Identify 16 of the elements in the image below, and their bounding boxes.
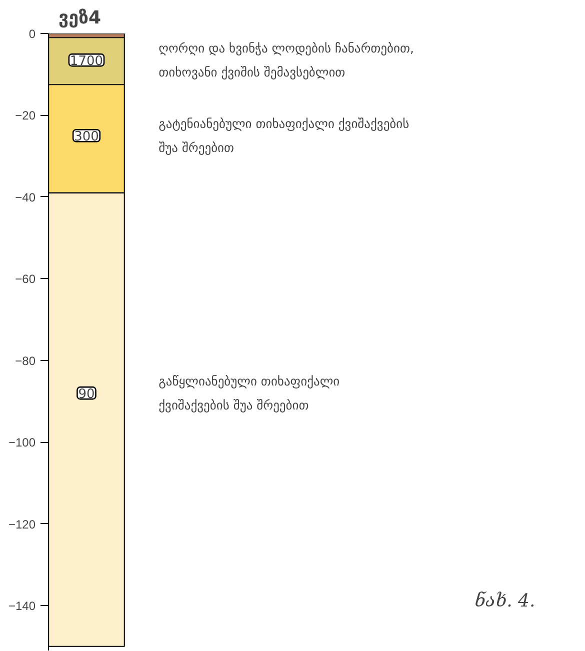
annotation: 300 xyxy=(74,130,99,145)
text: გაწყლიანებული თიხაფიქალი ქვიშაქვების შუა შრეებით xyxy=(158,374,340,413)
y-tick-label: −140 xyxy=(8,599,36,614)
y-tick-label: −80 xyxy=(15,354,36,368)
y-tick-label: −60 xyxy=(15,272,36,286)
text: გატენიანებული თიხაფიქალი ქვიშაქვების შუა შრეებით xyxy=(158,116,410,156)
annotation: 90 xyxy=(78,387,95,402)
chart-title: ვეზ4 xyxy=(58,8,102,28)
y-tick-label: −120 xyxy=(8,517,36,532)
y-tick-label: −100 xyxy=(8,436,36,450)
y-tick-label: −20 xyxy=(15,108,36,123)
annotation: 1700 xyxy=(70,54,104,70)
y-tick-label: 0 xyxy=(28,27,36,41)
text: ნახ. 4. xyxy=(474,590,536,612)
text: ღორღი და ხვინჭა ლოდების ჩანართებით, თიხოვანი ქვიშის შემავსებლით xyxy=(158,40,414,80)
y-tick-label: −40 xyxy=(15,190,36,204)
